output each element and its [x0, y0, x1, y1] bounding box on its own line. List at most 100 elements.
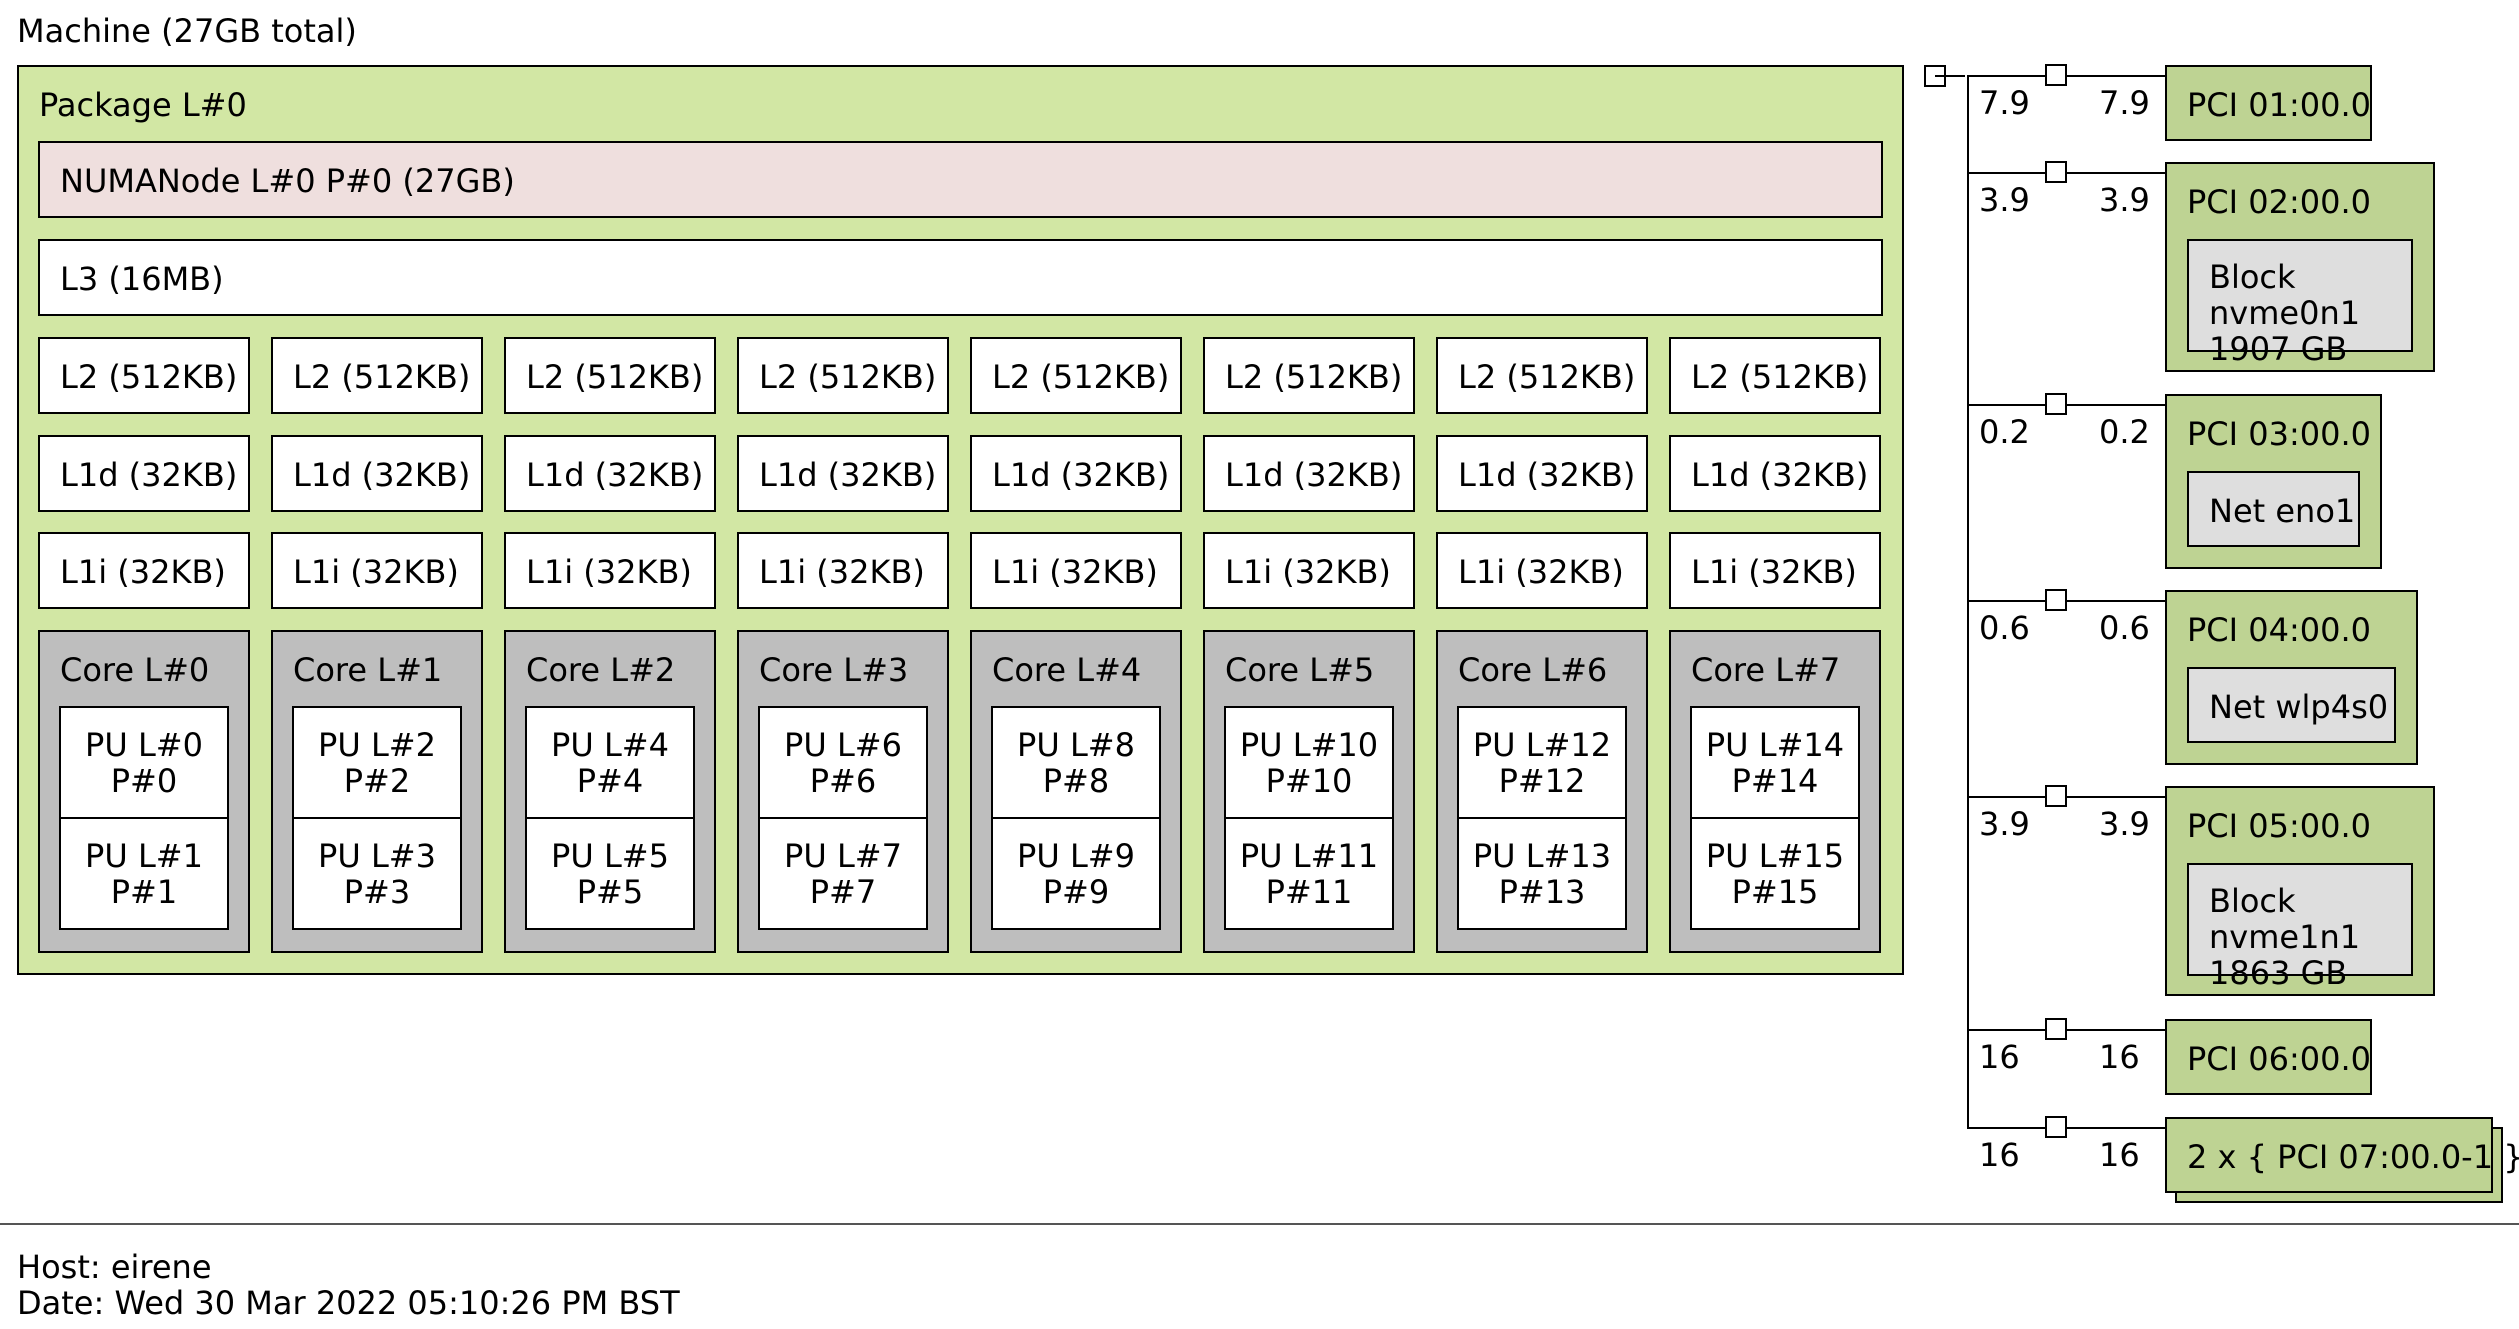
l1i-cache-box: L1i (32KB)	[737, 532, 949, 609]
l1d-cache-box-label: L1d (32KB)	[293, 456, 471, 494]
pu-box: PU L#2 P#2	[292, 706, 462, 819]
l1i-cache-box: L1i (32KB)	[1436, 532, 1648, 609]
pci-device-label: PCI 06:00.0	[2187, 1040, 2371, 1078]
os-device-label: Net wlp4s0	[2209, 688, 2389, 726]
pu-box: PU L#1 P#1	[59, 817, 229, 930]
core-box-label: Core L#4	[992, 651, 1142, 689]
bandwidth-left: 16	[1979, 1136, 2020, 1174]
pu-box: PU L#8 P#8	[991, 706, 1161, 819]
pu-box: PU L#11 P#11	[1224, 817, 1394, 930]
l2-cache-box-label: L2 (512KB)	[60, 358, 238, 396]
bandwidth-left: 0.6	[1979, 609, 2030, 647]
l1d-cache-box-label: L1d (32KB)	[1458, 456, 1636, 494]
pci-device-label: PCI 01:00.0	[2187, 86, 2371, 124]
l1i-cache-box: L1i (32KB)	[1669, 532, 1881, 609]
pci-device-box: 2 x { PCI 07:00.0-1 }	[2165, 1117, 2519, 1193]
numa-node-box: NUMANode L#0 P#0 (27GB)	[38, 141, 1883, 218]
bandwidth-left: 16	[1979, 1038, 2020, 1076]
footer-divider	[0, 1223, 2519, 1225]
pu-box: PU L#6 P#6	[758, 706, 928, 819]
l2-cache-box-label: L2 (512KB)	[1458, 358, 1636, 396]
l1d-cache-box: L1d (32KB)	[1436, 435, 1648, 512]
l1d-cache-box-label: L1d (32KB)	[1691, 456, 1869, 494]
bandwidth-right: 3.9	[2099, 805, 2150, 843]
l2-cache-box: L2 (512KB)	[271, 337, 483, 414]
pu-box: PU L#3 P#3	[292, 817, 462, 930]
pci-bridge-node	[2045, 589, 2067, 611]
l1i-cache-box-label: L1i (32KB)	[1225, 553, 1391, 591]
l1d-cache-box-label: L1d (32KB)	[992, 456, 1170, 494]
pci-device-label: PCI 02:00.0	[2187, 183, 2371, 221]
l1d-cache-box-label: L1d (32KB)	[759, 456, 937, 494]
l2-cache-box-label: L2 (512KB)	[759, 358, 937, 396]
l2-cache-box-label: L2 (512KB)	[293, 358, 471, 396]
pci-bridge-node	[2045, 161, 2067, 183]
bandwidth-left: 3.9	[1979, 805, 2030, 843]
os-device-label: Block nvme1n1 1863 GB	[2209, 882, 2361, 992]
pci-device-label: PCI 05:00.0	[2187, 807, 2371, 845]
l1i-cache-box-label: L1i (32KB)	[526, 553, 692, 591]
l1i-cache-box: L1i (32KB)	[504, 532, 716, 609]
l1i-cache-box-label: L1i (32KB)	[1458, 553, 1624, 591]
pu-box: PU L#7 P#7	[758, 817, 928, 930]
pu-box: PU L#4 P#4	[525, 706, 695, 819]
l2-cache-box: L2 (512KB)	[1669, 337, 1881, 414]
pci-bridge-node	[2045, 393, 2067, 415]
date-text: Date: Wed 30 Mar 2022 05:10:26 PM BST	[17, 1284, 680, 1322]
bandwidth-right: 0.2	[2099, 413, 2150, 451]
l2-cache-box: L2 (512KB)	[737, 337, 949, 414]
l1d-cache-box: L1d (32KB)	[1669, 435, 1881, 512]
os-device-box: Block nvme0n1 1907 GB	[2187, 239, 2413, 367]
l2-cache-box-label: L2 (512KB)	[1225, 358, 1403, 396]
l2-cache-box: L2 (512KB)	[504, 337, 716, 414]
os-device-label: Net eno1	[2209, 492, 2356, 530]
pci-device-label: 2 x { PCI 07:00.0-1 }	[2187, 1138, 2519, 1176]
l2-cache-box-label: L2 (512KB)	[526, 358, 704, 396]
l1i-cache-box-label: L1i (32KB)	[759, 553, 925, 591]
l2-cache-box: L2 (512KB)	[1203, 337, 1415, 414]
pci-device-label: PCI 03:00.0	[2187, 415, 2371, 453]
l1d-cache-box: L1d (32KB)	[1203, 435, 1415, 512]
os-device-box: Net wlp4s0	[2187, 667, 2396, 743]
pu-box: PU L#15 P#15	[1690, 817, 1860, 930]
pu-box: PU L#0 P#0	[59, 706, 229, 819]
core-box-label: Core L#3	[759, 651, 909, 689]
l1d-cache-box-label: L1d (32KB)	[1225, 456, 1403, 494]
os-device-box: Net eno1	[2187, 471, 2360, 547]
core-box-label: Core L#1	[293, 651, 443, 689]
l1i-cache-box-label: L1i (32KB)	[293, 553, 459, 591]
bandwidth-left: 3.9	[1979, 181, 2030, 219]
l1i-cache-box: L1i (32KB)	[38, 532, 250, 609]
core-box-label: Core L#0	[60, 651, 210, 689]
connector-line	[1935, 75, 1965, 77]
bandwidth-right: 16	[2099, 1038, 2140, 1076]
bandwidth-right: 0.6	[2099, 609, 2150, 647]
l1i-cache-box-label: L1i (32KB)	[60, 553, 226, 591]
bandwidth-left: 0.2	[1979, 413, 2030, 451]
os-device-label: Block nvme0n1 1907 GB	[2209, 258, 2361, 368]
pu-box: PU L#5 P#5	[525, 817, 695, 930]
pci-device-box: PCI 01:00.0	[2165, 65, 2372, 141]
pu-box: PU L#9 P#9	[991, 817, 1161, 930]
pu-box: PU L#12 P#12	[1457, 706, 1627, 819]
l1d-cache-box: L1d (32KB)	[38, 435, 250, 512]
host-text: Host: eirene	[17, 1248, 212, 1286]
l1i-cache-box-label: L1i (32KB)	[992, 553, 1158, 591]
core-box-label: Core L#2	[526, 651, 676, 689]
l1d-cache-box-label: L1d (32KB)	[526, 456, 704, 494]
l3-cache-box: L3 (16MB)	[38, 239, 1883, 316]
numa-node-label: NUMANode L#0 P#0 (27GB)	[60, 162, 515, 200]
core-box-label: Core L#7	[1691, 651, 1841, 689]
os-device-box: Block nvme1n1 1863 GB	[2187, 863, 2413, 991]
machine-title: Machine (27GB total)	[17, 12, 357, 50]
l2-cache-box-label: L2 (512KB)	[992, 358, 1170, 396]
l1d-cache-box: L1d (32KB)	[737, 435, 949, 512]
l1d-cache-box: L1d (32KB)	[970, 435, 1182, 512]
core-box-label: Core L#5	[1225, 651, 1375, 689]
l2-cache-box: L2 (512KB)	[970, 337, 1182, 414]
bandwidth-left: 7.9	[1979, 84, 2030, 122]
l2-cache-box-label: L2 (512KB)	[1691, 358, 1869, 396]
pci-bridge-node	[2045, 1018, 2067, 1040]
l2-cache-box: L2 (512KB)	[38, 337, 250, 414]
l1i-cache-box: L1i (32KB)	[970, 532, 1182, 609]
